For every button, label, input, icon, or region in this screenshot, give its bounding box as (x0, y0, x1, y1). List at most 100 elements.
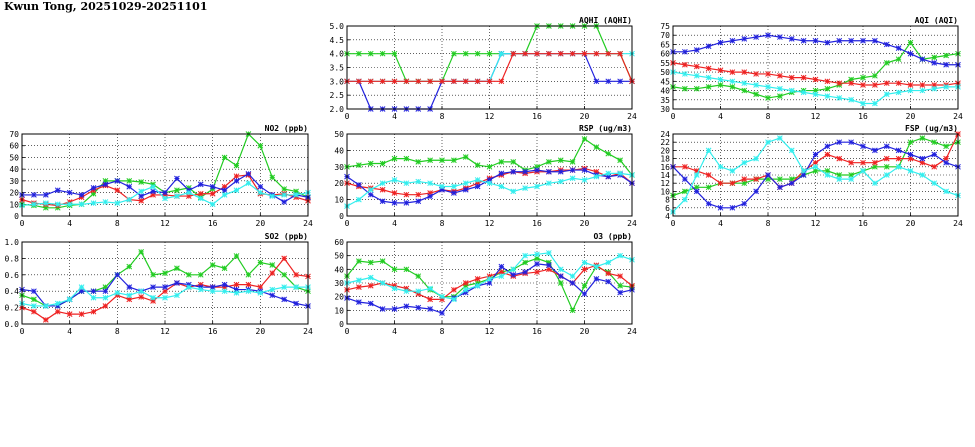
point-red (474, 180, 481, 187)
point-cyan (717, 76, 724, 83)
point-cyan (883, 172, 890, 178)
point-red (919, 159, 926, 166)
chart-aqhi: 2.0 2.5 3.0 3.5 4.0 4.5 5.0 0 4 8 12 16 20 24 AQHI (AQ… (330, 16, 637, 121)
point-cyan (221, 192, 228, 198)
point-green (257, 142, 264, 149)
point-blue (221, 187, 228, 194)
point-blue (233, 286, 240, 293)
point-cyan (522, 252, 528, 259)
point-red (415, 291, 422, 297)
point-red (581, 266, 588, 273)
point-blue (486, 177, 493, 183)
point-blue (367, 191, 374, 198)
point-cyan (753, 155, 759, 162)
point-blue (717, 204, 724, 211)
point-blue (895, 147, 902, 154)
point-red (462, 78, 469, 85)
point-cyan (510, 266, 517, 273)
point-red (569, 50, 576, 57)
point-cyan (593, 263, 600, 270)
y-tick-label: 5.0 (330, 22, 345, 31)
point-green (605, 150, 612, 157)
point-green (777, 176, 783, 182)
chart-title: NO2 (ppb) (265, 124, 308, 133)
point-cyan (943, 188, 949, 195)
point-cyan (777, 135, 783, 141)
point-cyan (895, 163, 902, 170)
point-green (919, 135, 926, 141)
point-red (439, 296, 445, 303)
point-green (907, 39, 914, 46)
point-cyan (233, 187, 240, 194)
point-green (788, 176, 795, 182)
point-cyan (569, 273, 576, 280)
point-blue (269, 292, 276, 299)
point-cyan (174, 193, 180, 199)
point-red (415, 78, 422, 85)
point-cyan (42, 303, 49, 309)
point-red (753, 176, 759, 182)
point-green (356, 258, 362, 264)
point-blue (848, 37, 854, 44)
plot-frame (346, 241, 633, 325)
point-cyan (569, 175, 576, 182)
point-blue (356, 299, 362, 305)
point-blue (90, 185, 97, 191)
point-red (943, 155, 949, 162)
point-green (415, 159, 422, 165)
x-tick-label: 24 (953, 219, 963, 228)
y-tick-label: 0.0 (5, 320, 20, 329)
point-blue (824, 39, 831, 46)
point-blue (138, 193, 145, 199)
point-red (31, 308, 37, 315)
point-cyan (800, 168, 807, 174)
point-blue (391, 306, 398, 312)
y-tick-label: 35 (660, 96, 670, 105)
point-red (126, 296, 133, 303)
point-cyan (281, 192, 288, 198)
point-green (812, 168, 819, 174)
point-green (126, 263, 133, 270)
point-red (682, 61, 688, 68)
point-cyan (185, 284, 192, 290)
point-cyan (765, 139, 771, 146)
point-blue (569, 167, 576, 173)
point-cyan (753, 82, 759, 88)
point-blue (836, 139, 843, 146)
point-green (895, 56, 902, 63)
y-tick-label: 10 (334, 196, 344, 205)
point-green (824, 85, 831, 92)
point-cyan (54, 201, 61, 208)
point-red (150, 192, 156, 198)
x-tick-label: 16 (858, 219, 868, 228)
point-green (593, 144, 600, 150)
point-cyan (717, 163, 724, 170)
point-cyan (356, 196, 362, 203)
point-red (741, 69, 748, 75)
point-blue (379, 198, 386, 205)
point-cyan (293, 284, 299, 290)
point-blue (66, 189, 73, 196)
y-tick-label: 0 (339, 212, 344, 221)
point-red (510, 50, 517, 57)
point-red (860, 159, 866, 166)
point-blue (522, 269, 528, 275)
point-cyan (102, 199, 109, 205)
point-cyan (872, 180, 878, 187)
y-tick-label: 12 (660, 179, 670, 188)
point-cyan (150, 294, 156, 301)
x-tick-label: 24 (627, 327, 637, 336)
point-green (391, 50, 398, 57)
point-green (391, 266, 398, 273)
point-cyan (42, 200, 49, 206)
point-cyan (78, 284, 85, 290)
point-cyan (486, 276, 493, 282)
point-red (919, 82, 926, 88)
point-red (705, 65, 712, 72)
point-red (356, 284, 362, 290)
point-green (943, 143, 949, 150)
point-blue (895, 45, 902, 51)
point-cyan (765, 84, 771, 90)
point-green (824, 168, 831, 174)
